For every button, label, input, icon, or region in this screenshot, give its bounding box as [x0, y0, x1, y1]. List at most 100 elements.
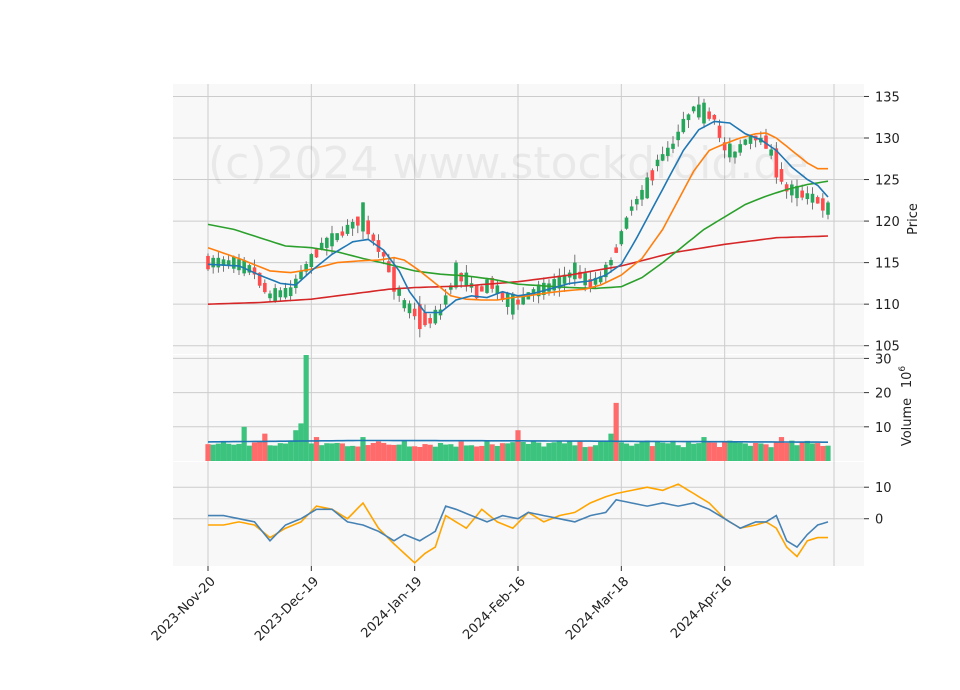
price-axis-title: Price: [906, 203, 921, 235]
candle-up: [598, 276, 603, 283]
volume-bar-down: [205, 444, 211, 461]
volume-bar-up: [758, 443, 764, 461]
volume-bar-up: [732, 441, 738, 461]
volume-bar-down: [251, 442, 258, 461]
volume-bar-down: [422, 444, 428, 461]
volume-bar-up: [505, 443, 511, 461]
candle-up: [278, 290, 283, 298]
volume-bar-up: [701, 437, 707, 461]
x-tick-label: 2024-Feb-16: [460, 574, 529, 643]
candle-up: [552, 279, 556, 291]
candle-down: [516, 299, 520, 305]
volume-bar-up: [396, 444, 402, 461]
volume-bar-up: [598, 441, 604, 461]
candle-up: [738, 144, 742, 153]
volume-bar-down: [262, 433, 268, 461]
volume-bar-down: [381, 442, 387, 461]
volume-bar-down: [820, 445, 826, 461]
volume-bar-up: [448, 444, 454, 461]
price-tick-label: 105: [875, 340, 900, 355]
x-tick-label: 2023-Nov-20: [149, 574, 219, 644]
candle-down: [366, 220, 370, 235]
volume-bar-up: [210, 444, 216, 461]
candle-down: [423, 312, 427, 326]
x-tick-label: 2024-Jan-19: [358, 574, 425, 641]
candle-down: [257, 272, 262, 286]
x-tick-label: 2024-Apr-16: [668, 574, 735, 641]
candle-down: [779, 169, 784, 182]
candle-down: [578, 271, 582, 279]
candle-up: [542, 282, 546, 295]
candle-up: [361, 202, 365, 232]
volume-bar-up: [644, 440, 650, 461]
candle-down: [500, 291, 505, 300]
volume-bar-down: [458, 441, 464, 461]
volume-bar-down: [753, 443, 759, 461]
candle-down: [614, 247, 618, 253]
volume-bar-up: [520, 441, 526, 461]
candle-up: [216, 257, 221, 268]
candle-up: [609, 259, 613, 266]
volume-bar-up: [675, 445, 681, 461]
candle-up: [511, 293, 515, 315]
volume-bar-up: [804, 440, 810, 461]
volume-bar-up: [308, 443, 314, 461]
volume-bar-down: [716, 447, 723, 461]
price-tick-label: 135: [875, 90, 900, 105]
volume-bar-down: [778, 437, 785, 461]
candle-down: [815, 197, 820, 204]
volume-bar-up: [246, 445, 252, 461]
volume-axis-exponent: 106: [898, 366, 915, 389]
volume-bar-up: [282, 443, 289, 461]
volume-bar-up: [231, 444, 237, 461]
volume-bar-up: [215, 443, 221, 461]
volume-bar-down: [499, 443, 506, 461]
volume-bar-down: [339, 443, 345, 461]
volume-bar-up: [350, 445, 356, 461]
candle-up: [325, 237, 329, 248]
candle-up: [562, 274, 567, 284]
candle-up: [557, 275, 562, 289]
volume-tick-label: 20: [875, 387, 892, 402]
candle-up: [660, 154, 665, 161]
candle-up: [728, 143, 732, 158]
volume-bar-down: [355, 446, 361, 461]
candle-down: [474, 285, 479, 299]
candle-down: [252, 267, 257, 275]
volume-bar-up: [484, 440, 490, 461]
candle-down: [340, 231, 345, 236]
candle-up: [536, 284, 541, 297]
volume-bar-up: [319, 445, 325, 461]
volume-bar-down: [313, 437, 320, 461]
candle-up: [702, 102, 706, 124]
volume-bar-up: [551, 442, 557, 461]
volume-bar-up: [463, 445, 469, 461]
volume-bar-up: [226, 443, 232, 461]
volume-bar-up: [696, 443, 702, 461]
moving-average-10: [207, 120, 829, 314]
volume-bar-up: [582, 447, 588, 461]
candle-down: [712, 114, 717, 120]
candle-up: [769, 149, 773, 156]
candle-up: [330, 233, 334, 247]
candle-up: [635, 198, 639, 205]
candle-down: [800, 190, 804, 198]
volume-bar-down: [257, 442, 263, 461]
candle-up: [443, 295, 448, 305]
volume-bar-up: [406, 446, 413, 461]
volume-bar-down: [386, 444, 392, 461]
candle-up: [583, 273, 587, 286]
volume-bar-up: [468, 445, 475, 461]
volume-bar-down: [479, 445, 485, 461]
volume-bar-up: [541, 446, 547, 461]
volume-bar-up: [453, 446, 459, 461]
volume-bar-down: [587, 446, 593, 461]
volume-bar-up: [536, 442, 542, 461]
candle-up: [521, 295, 525, 305]
volume-bar-up: [432, 446, 438, 461]
volume-bar-up: [629, 445, 635, 461]
volume-bar-down: [722, 442, 728, 461]
volume-bar-up: [670, 440, 676, 461]
volume-bar-up: [334, 442, 340, 461]
candle-down: [774, 148, 779, 178]
